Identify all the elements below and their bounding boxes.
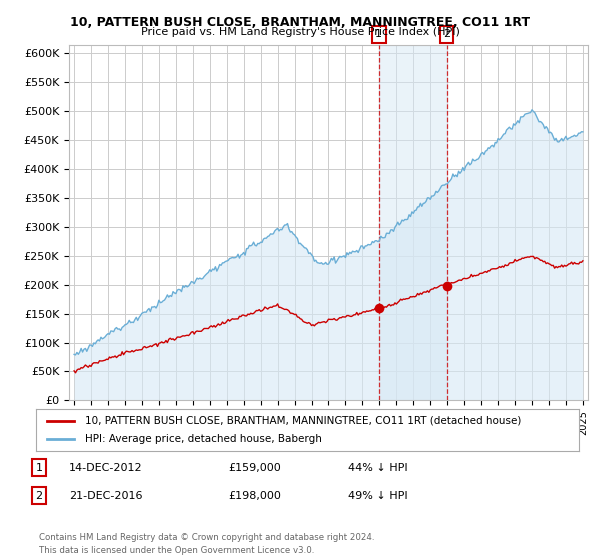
Text: This data is licensed under the Open Government Licence v3.0.: This data is licensed under the Open Gov… [39, 546, 314, 555]
Text: 2: 2 [35, 491, 43, 501]
Bar [379, 45, 446, 400]
Text: 1: 1 [35, 463, 43, 473]
Text: 44% ↓ HPI: 44% ↓ HPI [348, 463, 407, 473]
Text: 49% ↓ HPI: 49% ↓ HPI [348, 491, 407, 501]
Text: £198,000: £198,000 [228, 491, 281, 501]
Text: 21-DEC-2016: 21-DEC-2016 [69, 491, 143, 501]
Text: 10, PATTERN BUSH CLOSE, BRANTHAM, MANNINGTREE, CO11 1RT: 10, PATTERN BUSH CLOSE, BRANTHAM, MANNIN… [70, 16, 530, 29]
Text: 1: 1 [375, 30, 382, 39]
Text: 14-DEC-2012: 14-DEC-2012 [69, 463, 143, 473]
Text: Price paid vs. HM Land Registry's House Price Index (HPI): Price paid vs. HM Land Registry's House … [140, 27, 460, 37]
Text: £159,000: £159,000 [228, 463, 281, 473]
Text: HPI: Average price, detached house, Babergh: HPI: Average price, detached house, Babe… [85, 434, 322, 444]
Text: 2: 2 [443, 30, 450, 39]
Text: Contains HM Land Registry data © Crown copyright and database right 2024.: Contains HM Land Registry data © Crown c… [39, 533, 374, 542]
Text: 10, PATTERN BUSH CLOSE, BRANTHAM, MANNINGTREE, CO11 1RT (detached house): 10, PATTERN BUSH CLOSE, BRANTHAM, MANNIN… [85, 416, 521, 426]
